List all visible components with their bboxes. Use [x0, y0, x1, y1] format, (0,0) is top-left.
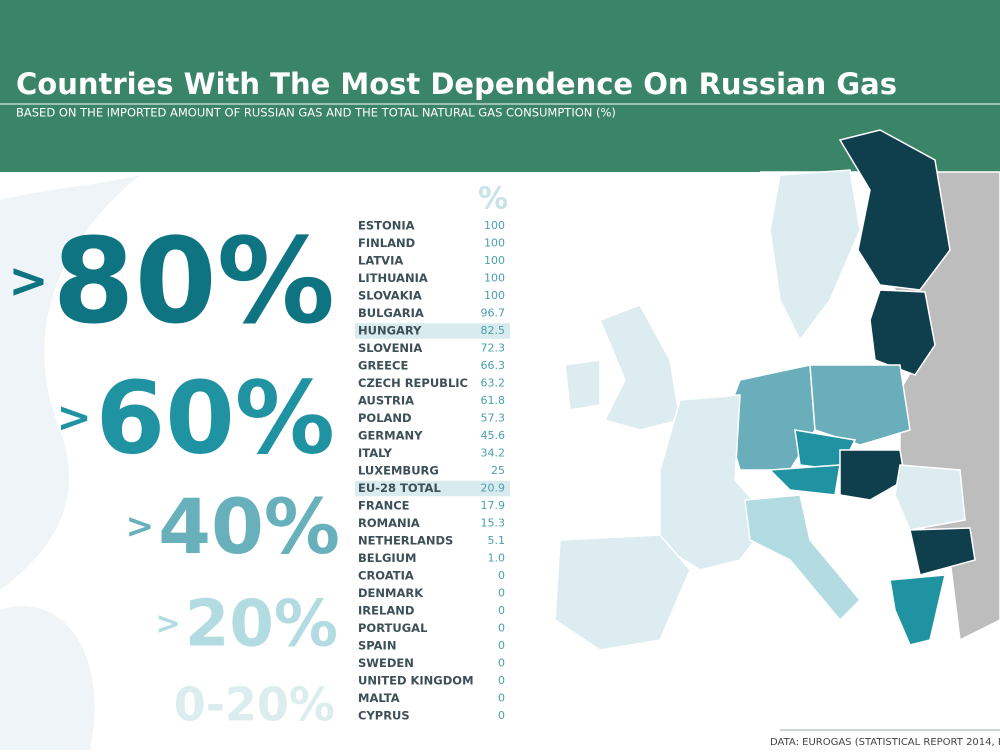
table-header: %: [478, 182, 508, 217]
map-sweden: [769, 169, 861, 342]
country-value: 61.8: [481, 394, 506, 407]
country-name: AUSTRIA: [358, 394, 414, 408]
country-name: NETHERLANDS: [358, 534, 453, 548]
tier-symbol: >: [8, 253, 48, 309]
tier-label: 80%: [53, 212, 335, 350]
country-name: ROMANIA: [358, 516, 420, 530]
decor-flame: [0, 175, 140, 590]
map-austria: [768, 464, 841, 496]
tier-label: 0-20%: [174, 678, 335, 732]
country-value: 0: [498, 604, 505, 617]
country-value: 20.9: [481, 482, 506, 495]
country-value: 66.3: [481, 359, 506, 372]
tier-label: 20%: [185, 588, 338, 662]
country-name: FRANCE: [358, 499, 410, 513]
country-name: HUNGARY: [358, 324, 422, 338]
country-name: SLOVAKIA: [358, 289, 422, 303]
subtitle: BASED ON THE IMPORTED AMOUNT OF RUSSIAN …: [16, 106, 616, 120]
country-name: LATVIA: [358, 254, 403, 268]
country-value: 0: [498, 692, 505, 705]
tier-symbol: >: [56, 393, 91, 442]
country-value: 0: [498, 569, 505, 582]
tier-symbol: >: [126, 507, 155, 547]
map-greece: [889, 574, 946, 646]
country-name: BELGIUM: [358, 551, 416, 565]
country-name: EU-28 TOTAL: [358, 481, 441, 495]
row-highlight: [355, 480, 510, 497]
country-name: ESTONIA: [358, 219, 415, 233]
country-name: IRELAND: [358, 604, 414, 618]
map-romania: [894, 464, 966, 531]
decor-flame: [0, 606, 95, 750]
map-france: [659, 394, 771, 571]
map-spain: [554, 534, 691, 651]
tier-label: 40%: [158, 482, 340, 571]
country-name: FINLAND: [358, 236, 415, 250]
country-value: 5.1: [488, 534, 506, 547]
header-band: [0, 0, 1000, 172]
map-uk: [599, 304, 681, 431]
country-value: 25: [491, 464, 505, 477]
country-name: GERMANY: [358, 429, 423, 443]
country-name: SPAIN: [358, 639, 396, 653]
country-value: 34.2: [481, 447, 506, 460]
map-finland: [838, 129, 951, 291]
tier-label: 60%: [96, 359, 335, 476]
country-name: UNITED KINGDOM: [358, 674, 474, 688]
map-baltics: [869, 289, 936, 376]
country-value: 1.0: [488, 552, 506, 565]
country-value: 45.6: [481, 429, 506, 442]
map-italy: [744, 494, 862, 622]
country-value: 100: [484, 254, 505, 267]
country-name: DENMARK: [358, 586, 424, 600]
country-value: 100: [484, 289, 505, 302]
map-ireland: [564, 359, 601, 411]
country-value: 0: [498, 709, 505, 722]
row-highlight: [355, 323, 510, 339]
country-name: BULGARIA: [358, 306, 424, 320]
country-name: LUXEMBURG: [358, 464, 439, 478]
country-value: 100: [484, 272, 505, 285]
map-bulgaria: [909, 527, 976, 576]
map: [554, 129, 1000, 651]
country-name: CYPRUS: [358, 709, 410, 723]
country-name: SWEDEN: [358, 656, 414, 670]
country-name: PORTUGAL: [358, 621, 428, 635]
country-value: 72.3: [481, 342, 506, 355]
country-name: GREECE: [358, 359, 408, 373]
country-value: 100: [484, 237, 505, 250]
map-poland: [809, 364, 911, 446]
country-value: 100: [484, 219, 505, 232]
country-value: 17.9: [481, 499, 506, 512]
country-value: 57.3: [481, 412, 506, 425]
country-name: CROATIA: [358, 569, 414, 583]
map-hungary: [839, 449, 906, 501]
country-value: 0: [498, 674, 505, 687]
country-value: 0: [498, 622, 505, 635]
country-name: LITHUANIA: [358, 271, 428, 285]
country-value: 15.3: [481, 517, 506, 530]
tier-symbol: >: [156, 606, 181, 641]
title: Countries With The Most Dependence On Ru…: [16, 67, 897, 101]
country-value: 0: [498, 639, 505, 652]
country-value: 82.5: [481, 324, 506, 337]
country-name: SLOVENIA: [358, 341, 422, 355]
source: DATA: EUROGAS (STATISTICAL REPORT 2014, …: [770, 737, 1000, 748]
country-name: MALTA: [358, 691, 400, 705]
country-value: 0: [498, 587, 505, 600]
country-name: CZECH REPUBLIC: [358, 376, 468, 390]
country-value: 63.2: [481, 377, 506, 390]
country-name: POLAND: [358, 411, 412, 425]
country-name: ITALY: [358, 446, 393, 460]
country-value: 0: [498, 657, 505, 670]
country-value: 96.7: [481, 307, 506, 320]
